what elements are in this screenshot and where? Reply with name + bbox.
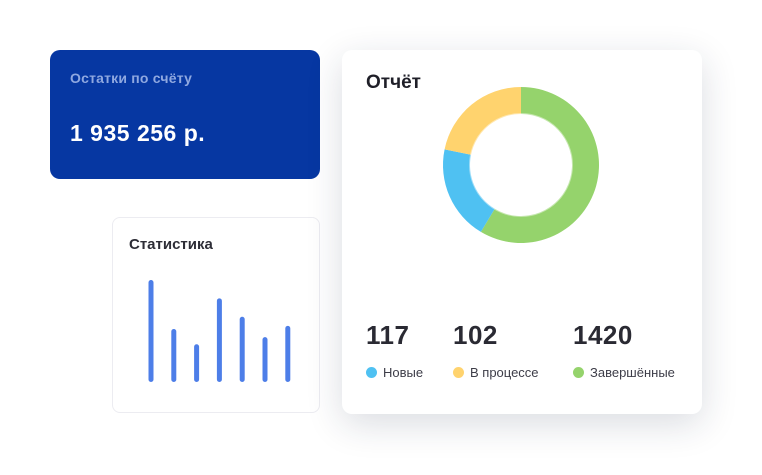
- statistics-bar-chart: [148, 280, 291, 382]
- legend-label-in-progress: В процессе: [470, 365, 539, 380]
- legend-completed: Завершённые: [573, 365, 675, 380]
- legend-in-progress: В процессе: [453, 365, 539, 380]
- balance-value: 1 935 256 р.: [70, 120, 206, 146]
- donut-inner-ring: [469, 113, 573, 217]
- stat-bar: [194, 344, 200, 382]
- stat-bar: [216, 298, 222, 382]
- report-card: Отчёт 117 102 1420 Новые В процессе Заве…: [342, 50, 702, 414]
- balance-label: Остатки по счёту: [70, 70, 193, 86]
- stat-completed-count: 1420: [573, 320, 633, 350]
- legend-new: Новые: [366, 365, 423, 380]
- report-donut-chart: [443, 87, 599, 243]
- statistics-card: Статистика: [112, 217, 320, 413]
- stat-bar: [148, 280, 154, 382]
- legend-dot-in-progress: [453, 367, 464, 378]
- legend-label-completed: Завершённые: [590, 365, 675, 380]
- report-title: Отчёт: [366, 72, 421, 93]
- donut-slice-completed: [480, 87, 599, 243]
- legend-label-new: Новые: [383, 365, 424, 380]
- balance-card: Остатки по счёту 1 935 256 р.: [50, 50, 320, 179]
- donut-slice-new: [443, 149, 495, 232]
- stat-bar: [262, 337, 268, 382]
- legend-dot-completed: [573, 367, 584, 378]
- stat-in-progress-count: 102: [453, 320, 498, 350]
- stat-bar: [239, 316, 245, 382]
- stat-new-count: 117: [366, 320, 410, 350]
- donut-slice-in-progress: [444, 87, 521, 155]
- statistics-title: Статистика: [129, 236, 213, 253]
- stat-bar: [171, 328, 177, 382]
- stat-bar: [285, 325, 291, 382]
- legend-dot-new: [366, 367, 377, 378]
